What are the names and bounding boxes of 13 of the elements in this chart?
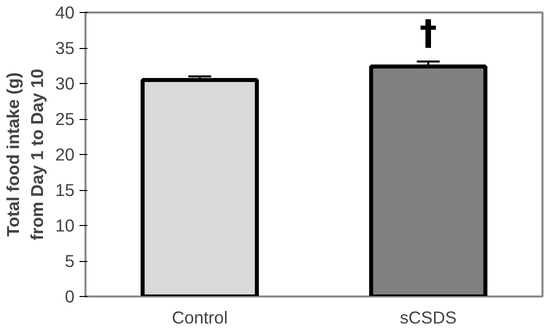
y-tick-label: 40 bbox=[55, 2, 75, 22]
y-tick-label: 25 bbox=[55, 109, 75, 129]
y-axis-title: Total food intake (g) from Day 1 to Day 10 bbox=[3, 68, 48, 240]
y-tick-label: 10 bbox=[55, 216, 75, 236]
y-tick-label: 35 bbox=[55, 38, 75, 58]
y-tick-label: 0 bbox=[64, 286, 75, 306]
x-tick-label: Control bbox=[172, 308, 228, 328]
y-tick-label: 15 bbox=[55, 180, 75, 200]
x-tick-label: sCSDS bbox=[400, 308, 457, 328]
y-tick-label: 5 bbox=[64, 251, 75, 271]
y-tick-label: 30 bbox=[55, 74, 75, 94]
y-tick-label: 20 bbox=[55, 144, 75, 164]
annotation: † bbox=[420, 13, 437, 54]
